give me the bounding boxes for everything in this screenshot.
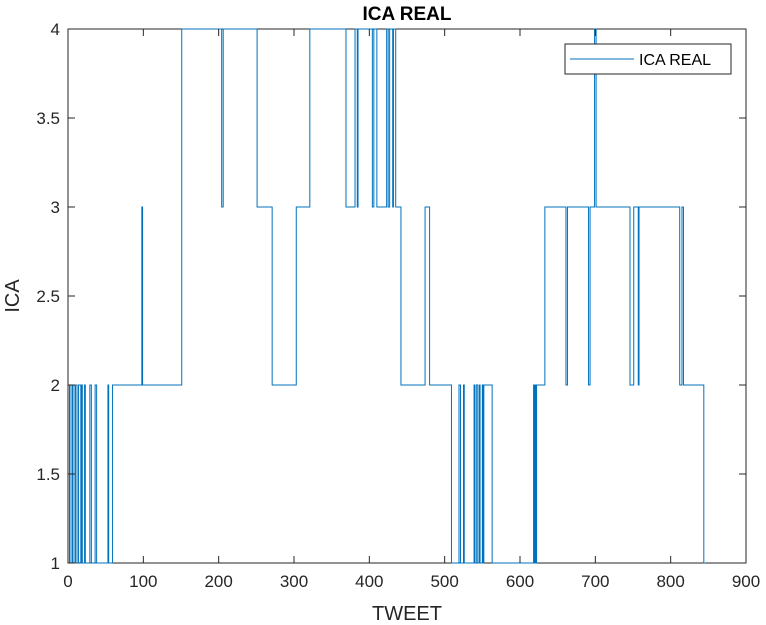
y-tick-label: 1 (51, 554, 60, 573)
axes-box (67, 28, 747, 564)
series-line-0 (68, 28, 706, 564)
y-tick-label: 4 (51, 20, 60, 39)
x-tick-label: 0 (63, 572, 72, 591)
x-tick-label: 900 (732, 572, 760, 591)
x-tick-label: 500 (430, 572, 458, 591)
legend-label: ICA REAL (639, 52, 711, 69)
y-tick-label: 3.5 (36, 109, 60, 128)
x-tick-label: 800 (656, 572, 684, 591)
y-tick-label: 2.5 (36, 287, 60, 306)
y-tick-label: 2 (51, 376, 60, 395)
y-axis-label: ICA (2, 279, 24, 313)
x-axis-label: TWEET (372, 603, 442, 625)
legend: ICA REAL (564, 43, 732, 75)
x-axis: 0 100 200 300 400 500 600 700 800 900 (63, 29, 760, 591)
x-tick-label: 100 (129, 572, 157, 591)
chart-title: ICA REAL (362, 4, 451, 25)
plot-area (67, 28, 747, 564)
x-tick-label: 600 (506, 572, 534, 591)
x-tick-label: 300 (280, 572, 308, 591)
y-tick-label: 3 (51, 198, 60, 217)
x-tick-label: 400 (355, 572, 383, 591)
y-axis: 1 1.5 2 2.5 3 3.5 4 (36, 20, 746, 573)
y-tick-label: 1.5 (36, 465, 60, 484)
x-tick-label: 700 (581, 572, 609, 591)
x-tick-label: 200 (204, 572, 232, 591)
